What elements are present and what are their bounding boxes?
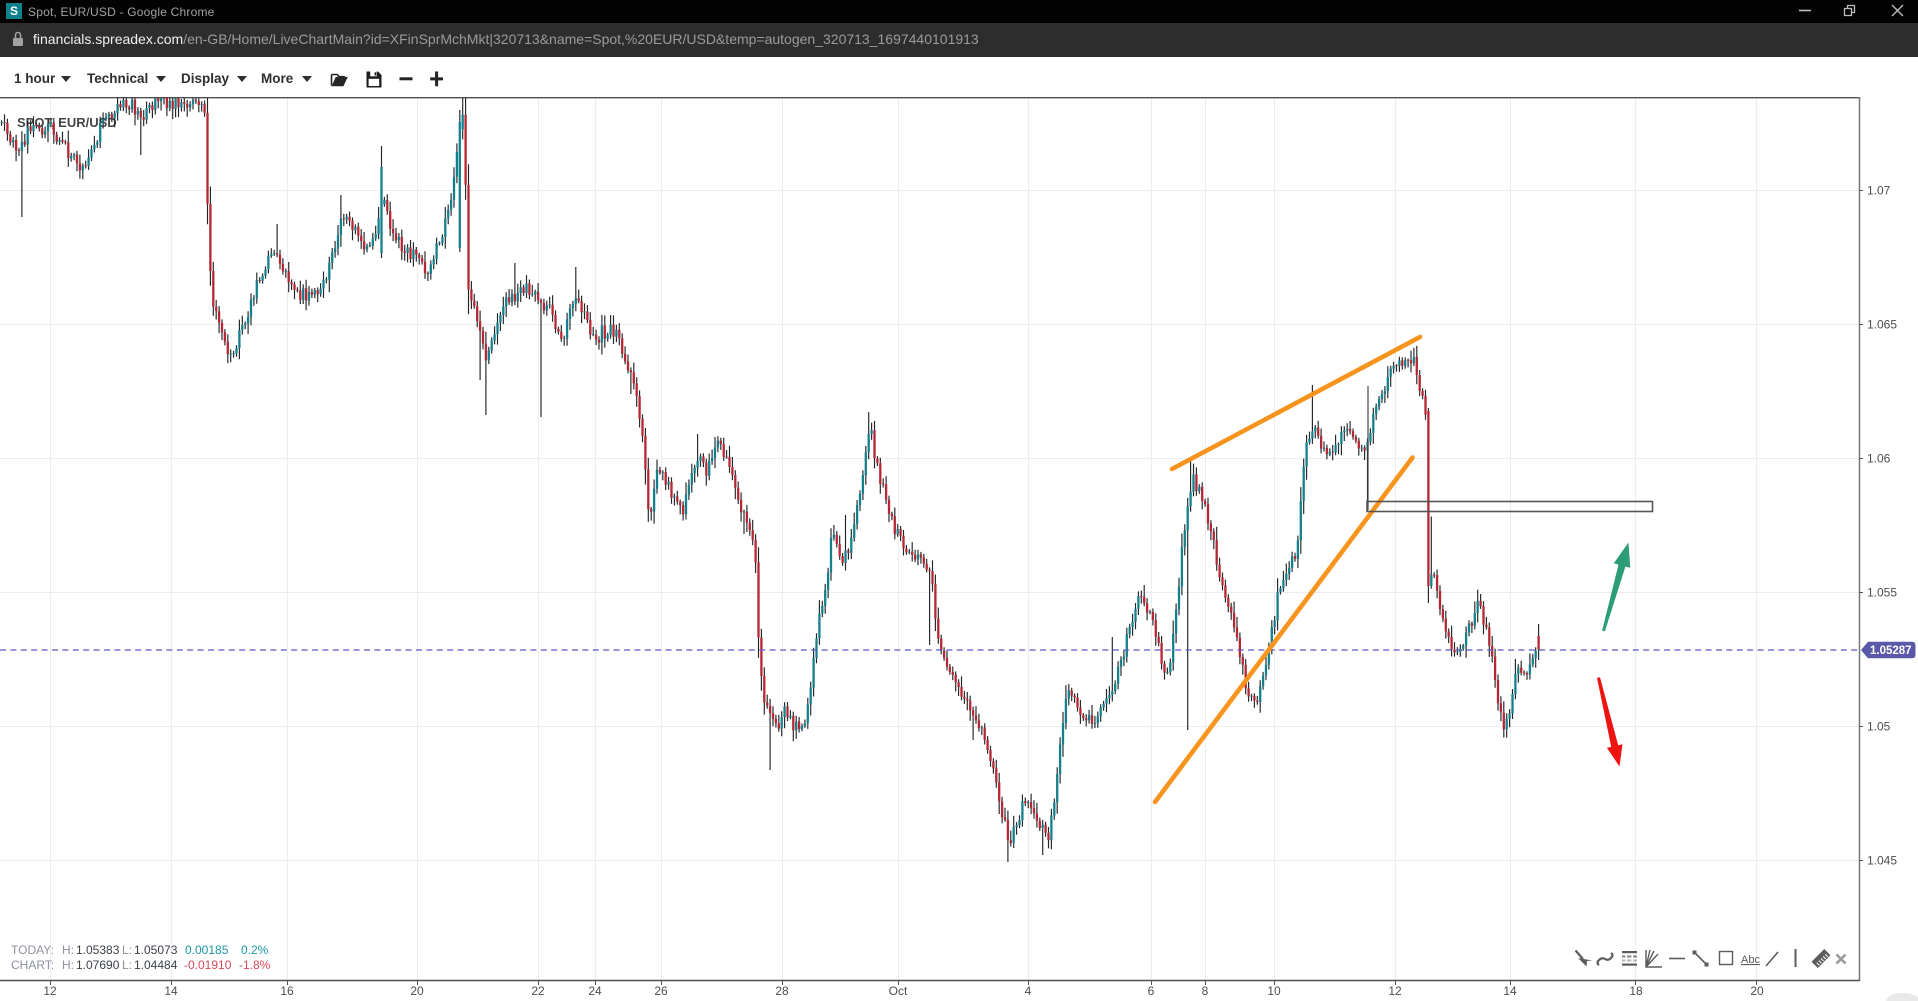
svg-text:CHART:: CHART: [11,958,54,972]
svg-text:14: 14 [1503,984,1517,998]
svg-text:1.07: 1.07 [1867,184,1891,198]
svg-text:1.05073: 1.05073 [134,943,178,957]
svg-text:H:: H: [62,943,74,957]
svg-text:12: 12 [43,984,57,998]
svg-text:4: 4 [1025,984,1032,998]
svg-text:1.04484: 1.04484 [134,958,178,972]
svg-text:26: 26 [654,984,668,998]
svg-text:24: 24 [588,984,602,998]
svg-text:Abc: Abc [1741,954,1760,966]
svg-text:1.045: 1.045 [1867,854,1897,868]
svg-text:SPOT, EUR/USD: SPOT, EUR/USD [17,115,117,130]
svg-text:-1.8%: -1.8% [239,958,271,972]
svg-text:28: 28 [775,984,789,998]
svg-text:1.05287: 1.05287 [1870,645,1912,657]
svg-text:1.05: 1.05 [1867,720,1891,734]
svg-text:6: 6 [1148,984,1155,998]
svg-text:18: 18 [1629,984,1643,998]
svg-text:22: 22 [531,984,545,998]
svg-text:20: 20 [1750,984,1764,998]
svg-text:L:: L: [122,943,132,957]
svg-text:1.05383: 1.05383 [76,943,120,957]
svg-text:10: 10 [1267,984,1281,998]
svg-text:12: 12 [1388,984,1402,998]
svg-text:20: 20 [410,984,424,998]
svg-text:16: 16 [280,984,294,998]
svg-text:1.065: 1.065 [1867,318,1897,332]
svg-text:TODAY:: TODAY: [11,943,54,957]
svg-text:0.2%: 0.2% [241,943,269,957]
svg-text:L:: L: [122,958,132,972]
svg-text:1.07690: 1.07690 [76,958,120,972]
svg-text:0.00185: 0.00185 [185,943,229,957]
svg-text:8: 8 [1202,984,1209,998]
svg-text:H:: H: [62,958,74,972]
svg-text:1.055: 1.055 [1867,586,1897,600]
svg-text:14: 14 [164,984,178,998]
svg-text:1.06: 1.06 [1867,452,1891,466]
svg-text:-0.01910: -0.01910 [184,958,232,972]
svg-text:Oct: Oct [889,984,908,998]
